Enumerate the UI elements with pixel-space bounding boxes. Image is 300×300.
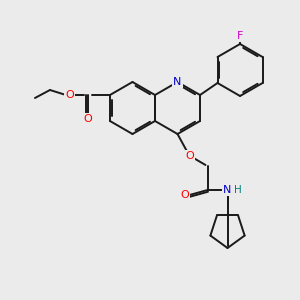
Text: H: H: [234, 185, 242, 195]
Text: O: O: [84, 114, 92, 124]
Text: O: O: [66, 90, 74, 100]
Text: O: O: [180, 190, 189, 200]
Text: O: O: [185, 151, 194, 161]
Text: F: F: [237, 31, 243, 41]
Text: N: N: [173, 77, 182, 87]
Text: N: N: [223, 185, 232, 195]
